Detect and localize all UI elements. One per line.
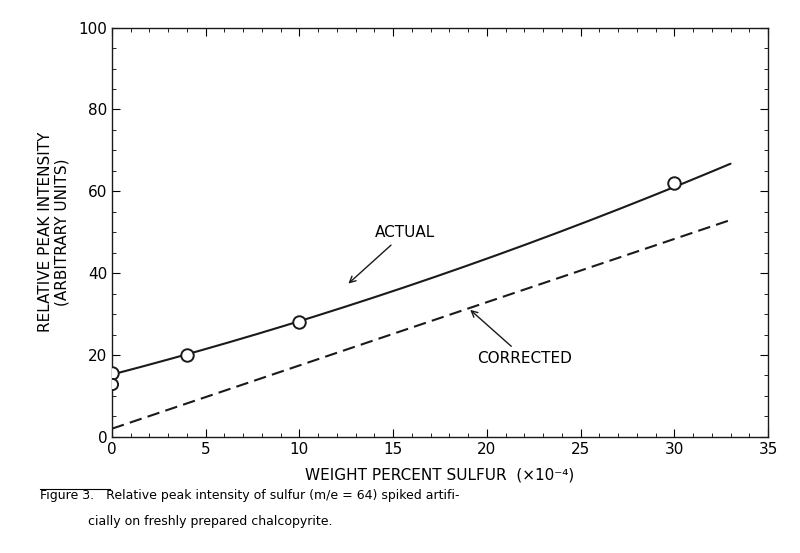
Text: cially on freshly prepared chalcopyrite.: cially on freshly prepared chalcopyrite. <box>40 515 333 529</box>
Y-axis label: RELATIVE PEAK INTENSITY
(ARBITRARY UNITS): RELATIVE PEAK INTENSITY (ARBITRARY UNITS… <box>38 132 70 332</box>
Text: Figure 3.   Relative peak intensity of sulfur (m/e = 64) spiked artifi-: Figure 3. Relative peak intensity of sul… <box>40 489 459 503</box>
Text: ACTUAL: ACTUAL <box>350 226 434 283</box>
Text: CORRECTED: CORRECTED <box>471 311 572 366</box>
X-axis label: WEIGHT PERCENT SULFUR  (×10⁻⁴): WEIGHT PERCENT SULFUR (×10⁻⁴) <box>306 468 574 483</box>
